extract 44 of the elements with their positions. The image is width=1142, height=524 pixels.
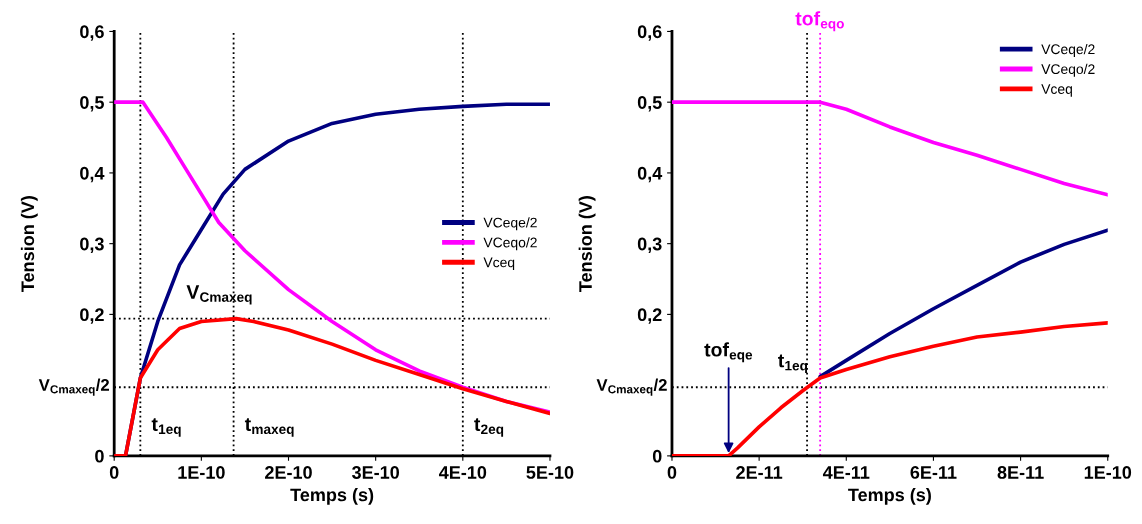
ref-line-label: V$_{Cmaxeq}$/2 (596, 378, 667, 396)
line-series (818, 228, 1108, 379)
annotation: t$_{2eq}$ (474, 418, 504, 437)
y-tick-label: 0,2 (80, 308, 104, 324)
y-tick-label: 0,3 (80, 237, 104, 253)
y-tick-label: 0,4 (80, 166, 105, 183)
legend-label: Vceq (1041, 84, 1072, 97)
annotation: t$_{1eq}$ (778, 354, 808, 374)
y-tick-label: 0 (652, 449, 662, 463)
legend-label: VCeqe/2 (1041, 43, 1095, 57)
annotation: t$_{maxeq}$ (244, 418, 294, 437)
y-axis-title: Tension (V) (20, 196, 38, 292)
ref-line-label: tof$_{eqo}$ (795, 11, 844, 32)
x-tick-label: 1E-10 (1084, 466, 1132, 479)
x-tick-label: 4E-11 (822, 466, 870, 479)
y-tick-label: 0,6 (637, 25, 662, 41)
y-tick-label: 0,6 (80, 25, 104, 41)
legend-label: VCeqe/2 (483, 217, 537, 231)
annotation: V$_{Cmaxeq}$ (186, 285, 252, 305)
x-axis-title: Temps (s) (290, 487, 374, 505)
y-tick-label: 0,4 (637, 166, 663, 183)
x-tick-label: 8E-11 (997, 466, 1044, 479)
x-tick-label: 2E-10 (265, 466, 312, 479)
x-tick-label: 1E-10 (178, 466, 225, 479)
x-tick-label: 0 (109, 466, 119, 479)
x-tick-label: 2E-11 (736, 466, 783, 479)
y-tick-label: 0,5 (80, 96, 104, 112)
ref-line-label: V$_{Cmaxeq}$/2 (38, 378, 110, 396)
x-tick-label: 6E-11 (910, 466, 957, 479)
x-tick-label: 5E-10 (526, 466, 574, 479)
x-tick-label: 0 (667, 466, 677, 479)
legend-label: Vceq (483, 257, 515, 271)
y-tick-label: 0,2 (637, 308, 662, 324)
y-tick-label: 0,5 (637, 96, 662, 112)
x-tick-label: 3E-10 (351, 466, 400, 479)
x-axis-title: Temps (s) (848, 487, 931, 505)
annotation: tof$_{eqe}$ (704, 342, 753, 363)
y-tick-label: 0 (95, 449, 104, 463)
y-axis-title: Tension (V) (578, 196, 596, 292)
legend-label: VCeqo/2 (1041, 63, 1095, 77)
x-tick-label: 4E-10 (439, 466, 487, 479)
annotation: t$_{1eq}$ (151, 418, 181, 437)
y-tick-label: 0,3 (637, 237, 662, 253)
legend-label: VCeqo/2 (483, 237, 537, 251)
